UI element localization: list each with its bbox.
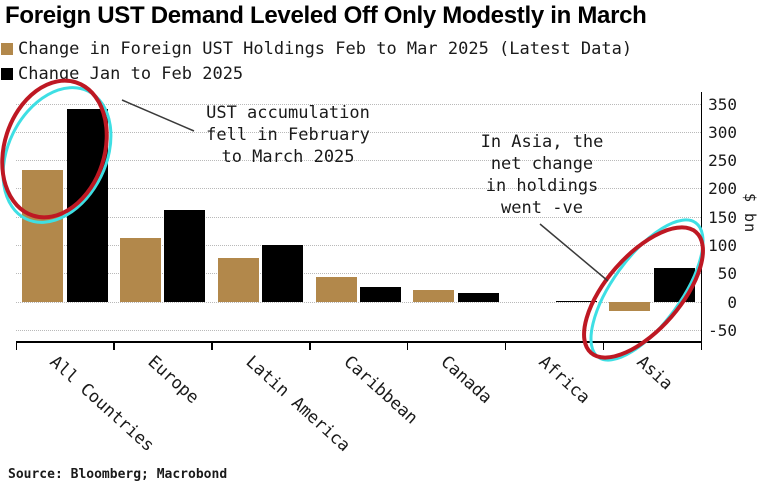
x-category-label-all-countries: All Countries bbox=[45, 352, 158, 456]
x-category-label-asia: Asia bbox=[632, 352, 677, 395]
bar-all-countries-s0 bbox=[22, 170, 63, 302]
gridline-0 bbox=[16, 301, 701, 303]
bar-asia-s1 bbox=[653, 267, 695, 302]
legend-swatch-tan bbox=[1, 42, 13, 55]
x-axis-tick bbox=[15, 342, 17, 350]
y-tick-label-0: 0 bbox=[727, 292, 737, 312]
x-category-label-canada: Canada bbox=[436, 352, 496, 408]
bar-africa-s1 bbox=[555, 300, 597, 302]
legend: Change in Foreign UST Holdings Feb to Ma… bbox=[1, 36, 632, 86]
legend-swatch-black bbox=[1, 67, 13, 80]
y-tick-label-200: 200 bbox=[708, 179, 737, 199]
gridline-350 bbox=[16, 103, 701, 105]
annotation-line: went -ve bbox=[501, 198, 583, 218]
x-category-label-africa: Africa bbox=[534, 352, 594, 408]
x-axis-tick bbox=[406, 342, 409, 350]
bar-europe-s1 bbox=[164, 210, 206, 302]
source-note: Source: Bloomberg; Macrobond bbox=[8, 467, 228, 482]
legend-label-feb-mar: Change in Foreign UST Holdings Feb to Ma… bbox=[18, 38, 633, 59]
y-axis-unit-label: $ bn bbox=[741, 193, 759, 234]
bar-europe-s0 bbox=[119, 238, 161, 302]
gridline-250 bbox=[16, 160, 701, 162]
annotation-feb-mar: UST accumulation fell in February to Mar… bbox=[163, 102, 413, 168]
x-axis-tick bbox=[700, 342, 702, 350]
x-category-label-caribbean: Caribbean bbox=[339, 352, 421, 429]
gridline-200 bbox=[16, 188, 701, 190]
bar-caribbean-s1 bbox=[360, 287, 402, 302]
y-tick-label-150: 150 bbox=[708, 207, 737, 227]
annotation-line: in holdings bbox=[485, 176, 599, 196]
x-category-label-europe: Europe bbox=[143, 352, 203, 408]
annotation-line: to March 2025 bbox=[221, 147, 355, 167]
bar-asia-s0 bbox=[609, 302, 651, 312]
gridline--50 bbox=[16, 329, 701, 331]
y-tick-label-300: 300 bbox=[708, 122, 737, 142]
y-tick-label--50: -50 bbox=[708, 320, 737, 340]
x-category-label-latin-america: Latin America bbox=[241, 352, 354, 456]
gridline-100 bbox=[16, 244, 701, 246]
bar-all-countries-s1 bbox=[66, 108, 108, 302]
y-tick-label-50: 50 bbox=[717, 264, 737, 284]
chart-title: Foreign UST Demand Leveled Off Only Mode… bbox=[5, 2, 647, 29]
legend-item-jan-feb: Change Jan to Feb 2025 bbox=[1, 61, 632, 86]
gridline-300 bbox=[16, 131, 701, 133]
x-axis-tick bbox=[113, 342, 115, 350]
x-axis-tick bbox=[309, 342, 311, 350]
annotation-line: In Asia, the bbox=[480, 132, 604, 152]
annotation-line: fell in February bbox=[206, 125, 370, 145]
y-axis-spine bbox=[700, 92, 702, 342]
bar-canada-s0 bbox=[413, 290, 455, 302]
y-tick-label-250: 250 bbox=[708, 151, 737, 171]
bar-caribbean-s0 bbox=[315, 276, 357, 302]
x-axis-tick bbox=[504, 342, 507, 350]
annotation-line: net change bbox=[490, 154, 594, 174]
bar-canada-s1 bbox=[457, 292, 499, 302]
y-tick-label-100: 100 bbox=[708, 235, 737, 255]
gridline-150 bbox=[16, 216, 701, 218]
bar-latin-america-s1 bbox=[262, 244, 304, 302]
annotation-line: UST accumulation bbox=[206, 103, 370, 123]
x-axis-tick bbox=[211, 342, 213, 350]
x-axis-line bbox=[16, 341, 702, 343]
y-tick-label-350: 350 bbox=[708, 94, 737, 114]
bar-latin-america-s0 bbox=[217, 258, 259, 302]
x-axis-tick bbox=[602, 342, 605, 350]
legend-item-feb-mar: Change in Foreign UST Holdings Feb to Ma… bbox=[1, 36, 632, 61]
annotation-asia: In Asia, the net change in holdings went… bbox=[432, 131, 652, 219]
gridline-50 bbox=[16, 273, 701, 275]
legend-label-jan-feb: Change Jan to Feb 2025 bbox=[18, 63, 244, 84]
